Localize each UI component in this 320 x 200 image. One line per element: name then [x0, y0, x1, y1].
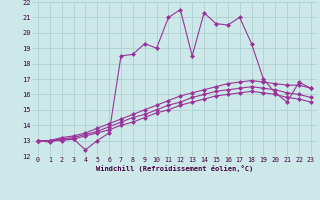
X-axis label: Windchill (Refroidissement éolien,°C): Windchill (Refroidissement éolien,°C)	[96, 165, 253, 172]
